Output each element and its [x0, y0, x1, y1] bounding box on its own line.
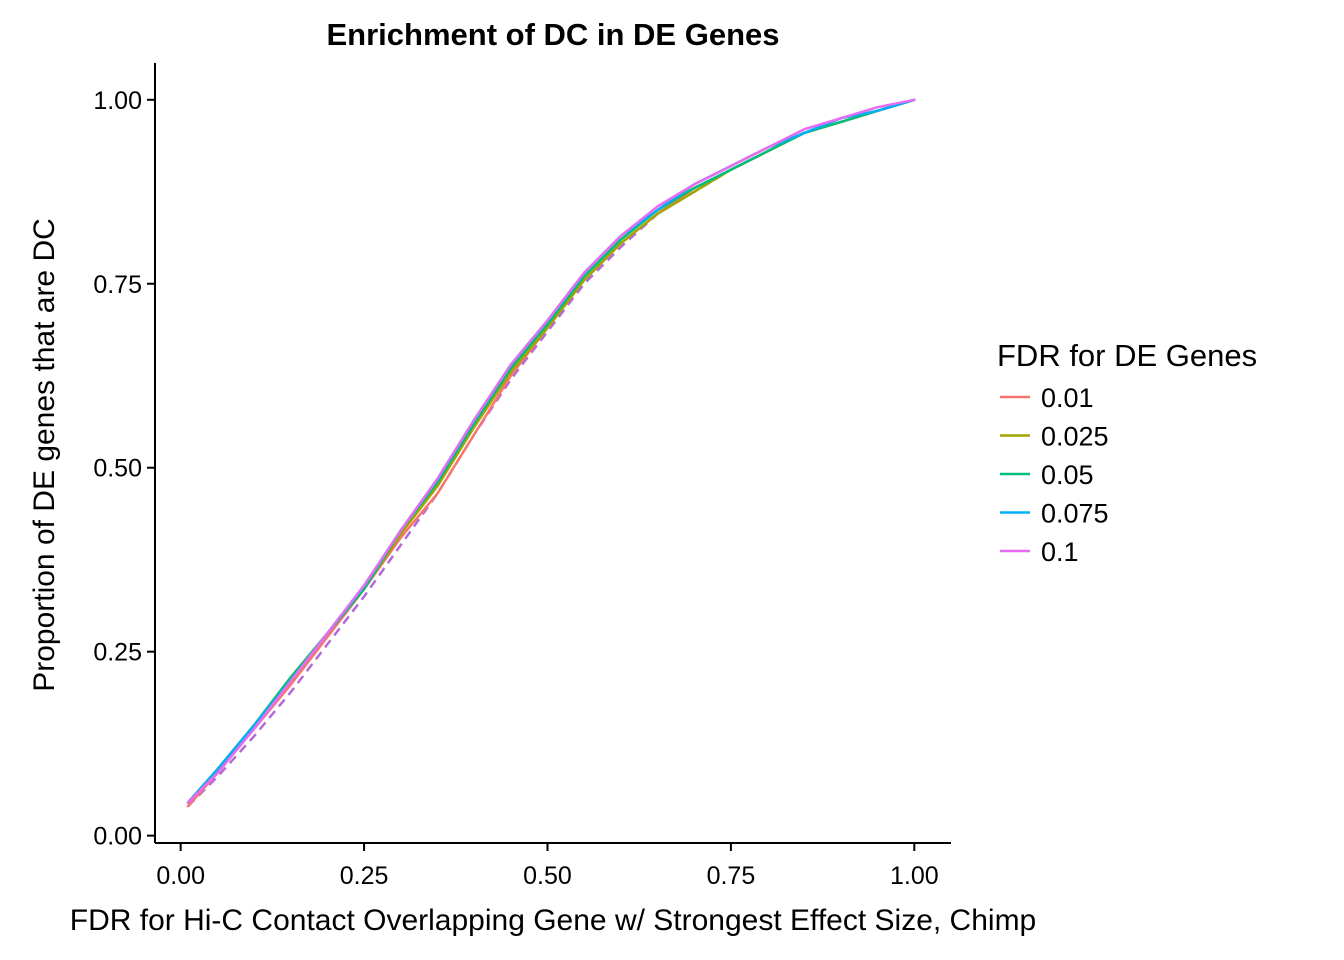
- x-tick-label: 0.25: [340, 862, 389, 890]
- legend-label: 0.1: [1041, 537, 1079, 567]
- legend-label: 0.075: [1041, 499, 1109, 529]
- series-line-0.025: [186, 98, 916, 804]
- x-tick-label: 0.50: [523, 862, 572, 890]
- y-tick-label: 0.25: [93, 639, 142, 667]
- x-axis-title: FDR for Hi-C Contact Overlapping Gene w/…: [70, 904, 1037, 937]
- series-line-0.01: [186, 98, 916, 808]
- legend-label: 0.025: [1041, 422, 1109, 452]
- legend-items: 0.01 0.025 0.05 0.075 0.1: [1000, 383, 1109, 567]
- plot-area: [186, 98, 916, 808]
- reference-line-layer: [187, 98, 915, 808]
- x-tick-label: 1.00: [890, 862, 939, 890]
- series-line-0.1: [186, 98, 916, 804]
- x-tick-label: 0.75: [707, 862, 756, 890]
- chart-title: Enrichment of DC in DE Genes: [326, 17, 779, 52]
- legend-title: FDR for DE Genes: [997, 338, 1257, 373]
- x-tick-label: 0.00: [156, 862, 205, 890]
- series-line-0.075: [186, 98, 916, 804]
- y-tick-label: 0.00: [93, 823, 142, 851]
- y-axis-ticks: 0.00 0.25 0.50 0.75 1.00: [93, 87, 155, 851]
- series-layer: [186, 98, 916, 808]
- legend-label: 0.01: [1041, 383, 1094, 413]
- x-axis-ticks: 0.00 0.25 0.50 0.75 1.00: [156, 843, 939, 890]
- legend: FDR for DE Genes 0.01 0.025 0.05 0.075 0.1: [997, 338, 1257, 567]
- reference-dashed-line: [187, 98, 915, 808]
- y-tick-label: 0.75: [93, 271, 142, 299]
- y-axis-title: Proportion of DE genes that are DC: [28, 218, 61, 692]
- y-tick-label: 1.00: [93, 87, 142, 115]
- legend-label: 0.05: [1041, 460, 1094, 490]
- series-line-0.05: [186, 98, 916, 804]
- y-tick-label: 0.50: [93, 455, 142, 483]
